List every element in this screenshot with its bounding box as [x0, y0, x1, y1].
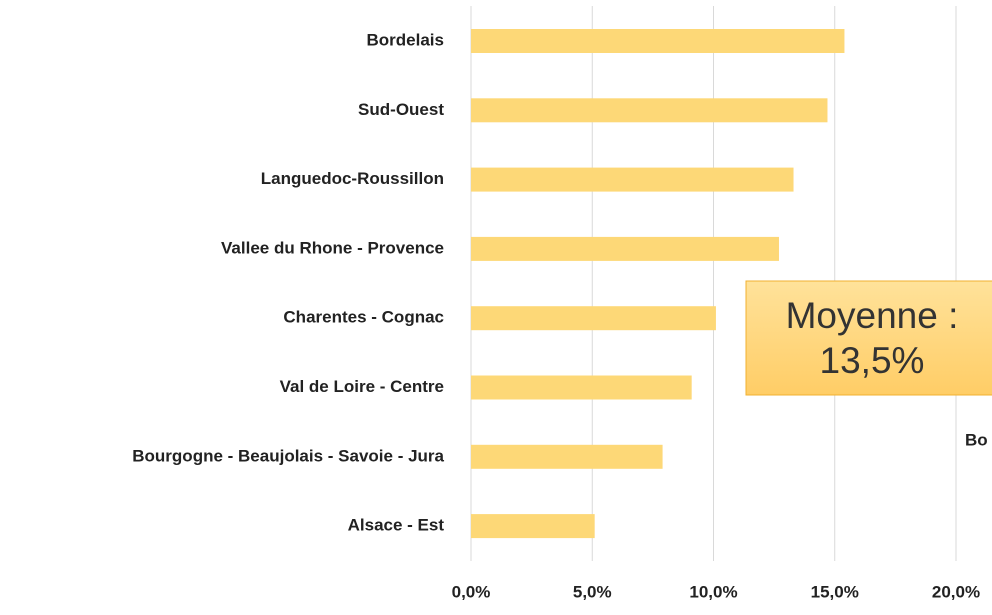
bar	[471, 167, 794, 192]
annotation-text: Moyenne :	[786, 295, 959, 336]
bar	[471, 236, 779, 261]
category-label: Languedoc-Roussillon	[261, 169, 444, 188]
cropped-label: Bo	[965, 430, 988, 449]
category-label: Bordelais	[367, 30, 444, 49]
bar	[471, 98, 828, 123]
category-label: Bourgogne - Beaujolais - Savoie - Jura	[132, 446, 444, 465]
x-tick-label: 20,0%	[932, 582, 980, 601]
bar	[471, 375, 692, 400]
bar	[471, 514, 595, 539]
category-label: Vallee du Rhone - Provence	[221, 238, 444, 257]
bar	[471, 444, 663, 469]
category-label: Val de Loire - Centre	[280, 377, 444, 396]
category-label: Alsace - Est	[348, 516, 445, 535]
x-tick-label: 10,0%	[689, 582, 737, 601]
annotation-box	[745, 280, 992, 396]
category-label: Sud-Ouest	[358, 100, 444, 119]
x-tick-label: 15,0%	[811, 582, 859, 601]
annotation-text: 13,5%	[820, 340, 925, 381]
bar	[471, 29, 845, 53]
x-tick-label: 5,0%	[573, 582, 612, 601]
category-label: Charentes - Cognac	[283, 308, 444, 327]
bar	[471, 306, 716, 331]
x-tick-label: 0,0%	[452, 582, 491, 601]
